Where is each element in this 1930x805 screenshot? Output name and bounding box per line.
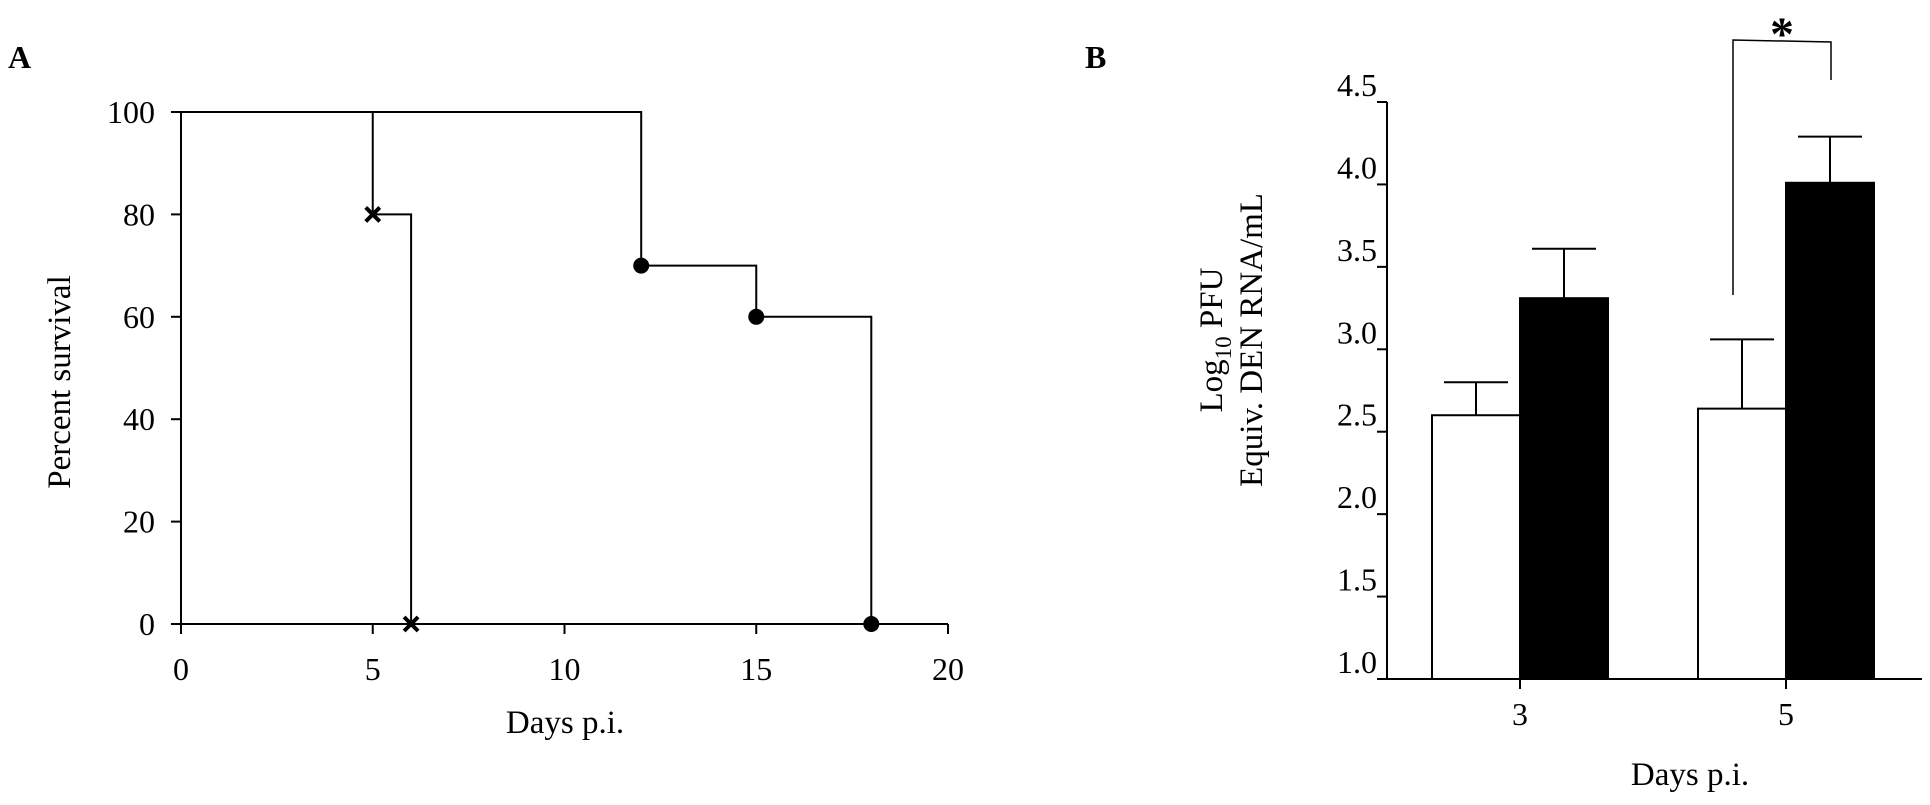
bar-day3-series1 [1431,414,1521,680]
y-tick-label: 40 [123,401,155,437]
circle-marker [748,308,765,325]
x-tick-label: 15 [740,651,772,687]
error-bar [1710,338,1774,409]
y-tick-label: 4.0 [1337,149,1377,185]
x-tick-label: 20 [932,651,964,687]
panel-b-bars [1431,135,1875,680]
y-tick-label: 3.0 [1337,314,1377,350]
x-tick-label: 0 [173,651,189,687]
panel-a-letter: A [8,39,31,75]
y-tick-label: 2.0 [1337,479,1377,515]
bar-day3-series2 [1519,297,1609,680]
panel-a-y-ticks: 0 20 40 60 80 100 [107,94,181,642]
panel-b-letter: B [1085,39,1106,75]
y-tick-label: 0 [139,606,155,642]
y-tick-label: 60 [123,299,155,335]
panel-a-x-ticks: 0 5 10 15 20 [173,624,964,687]
panel-a-series [181,111,948,633]
survival-curve-2 [181,111,948,625]
x-tick-label: 5 [1778,696,1794,732]
x-marker [364,205,382,223]
panel-b-y-axis-title-line2: Equiv. DEN RNA/mL [1234,193,1270,487]
panel-b-significance-bracket: * [1732,8,1832,295]
bar-day5-series1 [1697,407,1787,680]
y-tick-label: 80 [123,196,155,232]
x-tick-label: 3 [1512,696,1528,732]
error-bar [1444,381,1508,416]
x-tick-label: 5 [365,651,381,687]
panel-b-x-axis-title: Days p.i. [1631,757,1749,793]
x-tick-label: 10 [549,651,581,687]
significance-bracket-line [1732,39,1832,295]
panel-b-y-axis-title: Log10 PFU Equiv. DEN RNA/mL [1194,193,1270,487]
y-tick-label: 2.5 [1337,397,1377,433]
error-bar [1798,135,1862,183]
panel-a: A 0 20 40 60 80 100 0 5 10 15 20 Days p.i. Percen… [8,39,964,741]
error-bar [1532,247,1596,299]
bar-day5-series2 [1785,181,1875,680]
circle-marker [633,257,650,274]
y-tick-label: 3.5 [1337,232,1377,268]
panel-a-axes [180,112,948,625]
panel-b-y-ticks: 1.0 1.5 2.0 2.5 3.0 3.5 4.0 4.5 [1337,67,1387,680]
panel-a-y-axis-title: Percent survival [42,275,78,489]
y-tick-label: 1.5 [1337,562,1377,598]
significance-star: * [1770,8,1794,61]
panel-a-x-axis-title: Days p.i. [506,705,624,741]
x-marker [402,615,420,633]
y-tick-label: 1.0 [1337,644,1377,680]
circle-marker [863,616,880,632]
survival-curve-1 [181,111,948,625]
panel-b-y-axis-title-line1: Log10 PFU [1194,267,1236,412]
y-tick-label: 100 [107,94,155,130]
y-tick-label: 4.5 [1337,67,1377,103]
y-tick-label: 20 [123,504,155,540]
